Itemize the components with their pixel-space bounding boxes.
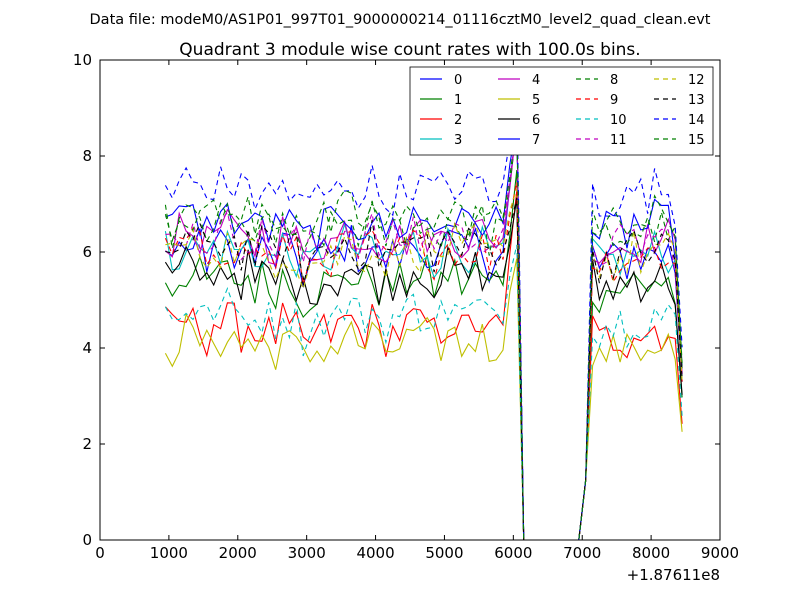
axes: 0 1000 2000 3000 4000 5000 6000 7000 8000 9000 0 2 4…	[73, 51, 739, 562]
y-tick-label: 8	[82, 147, 92, 165]
x-tick-label: 8000	[632, 544, 670, 562]
legend-label-12: 12	[688, 73, 705, 88]
x-tick-label: 7000	[563, 544, 601, 562]
legend-label-13: 13	[688, 93, 705, 108]
legend-label-6: 6	[532, 113, 540, 128]
legend-box	[409, 66, 714, 156]
x-tick-label: 6000	[494, 544, 532, 562]
plot-frame	[99, 59, 721, 541]
legend-label-5: 5	[532, 93, 540, 108]
x-tick-label: 4000	[356, 544, 394, 562]
legend-label-4: 4	[532, 73, 540, 88]
x-tick-label: 9000	[701, 544, 739, 562]
series-line-12	[165, 188, 683, 540]
series-line-10	[164, 244, 683, 540]
x-tick-label: 1000	[150, 544, 188, 562]
series-line-11	[165, 123, 683, 540]
x-tick-label: 2000	[219, 544, 257, 562]
series-line-8	[164, 124, 683, 540]
x-offset-label: +1.87611e8	[627, 566, 720, 584]
legend-label-11: 11	[610, 133, 627, 148]
y-tick-label: 10	[73, 51, 92, 69]
legend-label-10: 10	[610, 113, 627, 128]
series-line-14	[164, 86, 683, 540]
series-line-6	[164, 198, 683, 540]
figure-suptitle: Data file: modeM0/AS1P01_997T01_90000002…	[90, 12, 711, 28]
y-tick-label: 4	[82, 339, 92, 357]
series-line-1	[164, 169, 683, 540]
legend-label-9: 9	[610, 93, 618, 108]
series-line-15	[164, 119, 683, 540]
legend-label-14: 14	[688, 113, 705, 128]
series-line-2	[164, 190, 683, 540]
plot-area	[164, 86, 683, 540]
y-tick-label: 6	[82, 243, 92, 261]
legend-label-8: 8	[610, 73, 618, 88]
x-tick-label: 5000	[425, 544, 463, 562]
x-tick-label: 0	[95, 544, 105, 562]
chart-title: Quadrant 3 module wise count rates with …	[179, 40, 640, 60]
legend-label-0: 0	[454, 73, 462, 88]
legend-label-2: 2	[454, 113, 462, 128]
y-tick-label: 0	[82, 531, 92, 549]
series-line-4	[165, 121, 683, 540]
y-tick-label: 2	[82, 435, 92, 453]
legend-label-1: 1	[454, 93, 462, 108]
legend-label-3: 3	[454, 133, 462, 148]
legend-label-15: 15	[688, 133, 705, 148]
series-line-5	[164, 258, 683, 540]
series-line-7	[165, 122, 683, 540]
x-tick-label: 3000	[288, 544, 326, 562]
legend-label-7: 7	[532, 133, 540, 148]
series-line-3	[164, 122, 683, 540]
